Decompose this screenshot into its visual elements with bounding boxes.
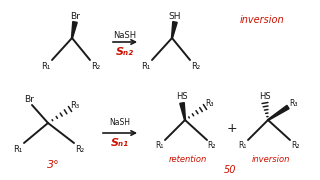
- Polygon shape: [268, 105, 289, 120]
- Text: 3°: 3°: [47, 160, 60, 170]
- Text: 50: 50: [224, 165, 236, 175]
- Text: R₂: R₂: [291, 141, 299, 150]
- Text: R₁: R₁: [155, 141, 163, 150]
- Text: NaSH: NaSH: [113, 30, 137, 39]
- Text: retention: retention: [169, 156, 207, 165]
- Text: HS: HS: [259, 91, 271, 100]
- Text: R₂: R₂: [191, 62, 201, 71]
- Polygon shape: [71, 22, 77, 38]
- Polygon shape: [172, 22, 177, 38]
- Text: R₁: R₁: [141, 62, 151, 71]
- Text: R₂: R₂: [208, 141, 216, 150]
- Text: SH: SH: [169, 12, 181, 21]
- Text: Br: Br: [70, 12, 80, 21]
- Text: Br: Br: [24, 94, 34, 103]
- Text: R₂: R₂: [76, 145, 84, 154]
- Polygon shape: [180, 103, 186, 120]
- Text: +: +: [227, 122, 237, 134]
- Text: R₁: R₁: [238, 141, 246, 150]
- Text: inversion: inversion: [240, 15, 284, 25]
- Text: R₃: R₃: [289, 98, 297, 107]
- Text: HS: HS: [176, 91, 188, 100]
- Text: R₃: R₃: [206, 98, 214, 107]
- Text: R₂: R₂: [92, 62, 100, 71]
- Text: NaSH: NaSH: [109, 118, 131, 127]
- Text: Sₙ₁: Sₙ₁: [111, 138, 129, 148]
- Text: R₁: R₁: [13, 145, 23, 154]
- Text: Sₙ₂: Sₙ₂: [116, 47, 134, 57]
- Text: inversion: inversion: [252, 156, 290, 165]
- Text: R₃: R₃: [70, 100, 80, 109]
- Text: R₁: R₁: [41, 62, 51, 71]
